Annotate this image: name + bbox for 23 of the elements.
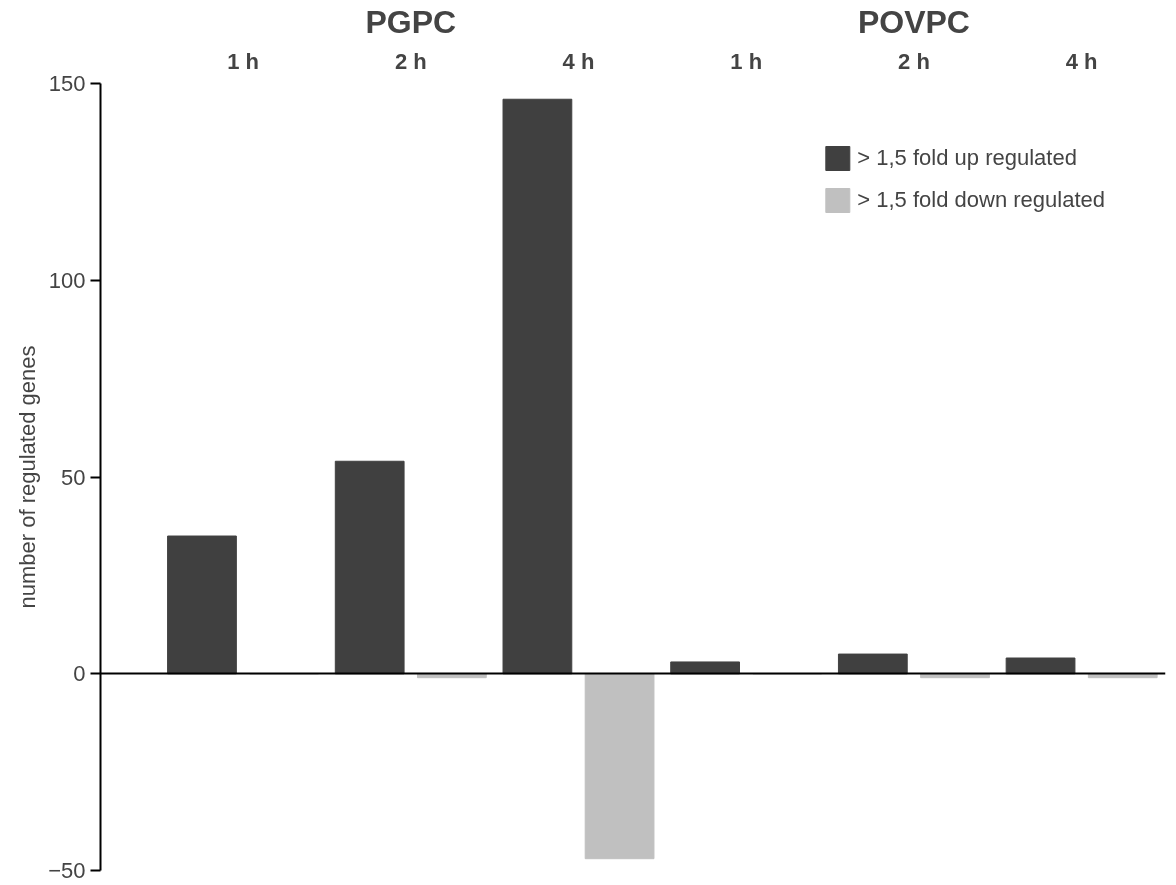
y-tick-label: 0 <box>73 661 86 687</box>
bar <box>167 535 237 675</box>
bar <box>1005 657 1076 675</box>
x-tick-label: 2 h <box>394 48 427 74</box>
legend-label: > 1,5 fold up regulated <box>857 145 1077 171</box>
y-tick-label: −50 <box>48 858 86 883</box>
y-tick-label: 50 <box>61 464 86 490</box>
text: POVPC <box>857 3 970 40</box>
x-tick-label: 4 h <box>562 48 595 74</box>
x-tick-label: 1 h <box>730 48 763 74</box>
bar <box>334 460 405 675</box>
bar <box>584 673 655 860</box>
legend-label: > 1,5 fold down regulated <box>857 187 1105 213</box>
text: PGPC <box>365 3 457 40</box>
x-tick-label: 1 h <box>227 48 259 74</box>
y-tick-label: 100 <box>48 267 86 293</box>
bar <box>670 661 740 675</box>
y-tick-label: 150 <box>48 71 86 96</box>
x-tick-label: 2 h <box>898 48 930 74</box>
bar <box>502 98 573 675</box>
y-axis-title: number of regulated genes <box>15 345 41 609</box>
bar <box>837 653 908 675</box>
x-tick-label: 4 h <box>1065 48 1098 74</box>
